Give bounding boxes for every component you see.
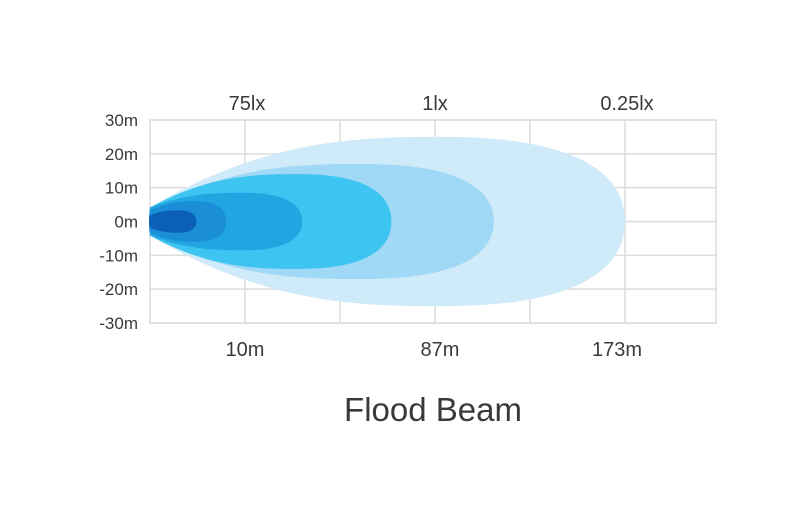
y-tick-label: 30m — [105, 111, 138, 130]
distance-label-2: 87m — [421, 339, 460, 361]
y-tick-label: 10m — [105, 179, 138, 198]
chart-title: Flood Beam — [344, 391, 522, 428]
y-tick-label: 20m — [105, 145, 138, 164]
y-axis-ticks: 30m 20m 10m 0m -10m -20m -30m — [99, 111, 138, 333]
lux-label-3: 0.25lx — [600, 93, 653, 115]
lux-label-2: 1lx — [422, 93, 448, 115]
y-tick-label: -10m — [99, 246, 138, 265]
distance-label-1: 10m — [226, 339, 265, 361]
lux-label-1: 75lx — [229, 93, 266, 115]
beam-contours — [149, 136, 625, 307]
beam-contour — [149, 210, 197, 233]
y-tick-label: -20m — [99, 280, 138, 299]
y-tick-label: 0m — [114, 213, 138, 232]
y-tick-label: -30m — [99, 314, 138, 333]
distance-label-3: 173m — [592, 339, 642, 361]
